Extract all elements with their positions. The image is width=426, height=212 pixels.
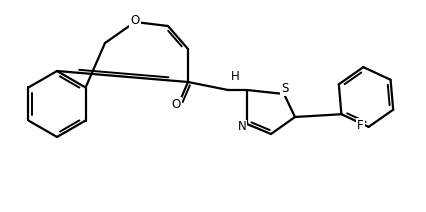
Text: N: N (238, 120, 246, 134)
Text: O: O (171, 98, 181, 110)
Text: S: S (281, 82, 289, 95)
Text: O: O (130, 14, 140, 28)
Text: H: H (231, 70, 240, 83)
Text: F: F (357, 119, 364, 132)
